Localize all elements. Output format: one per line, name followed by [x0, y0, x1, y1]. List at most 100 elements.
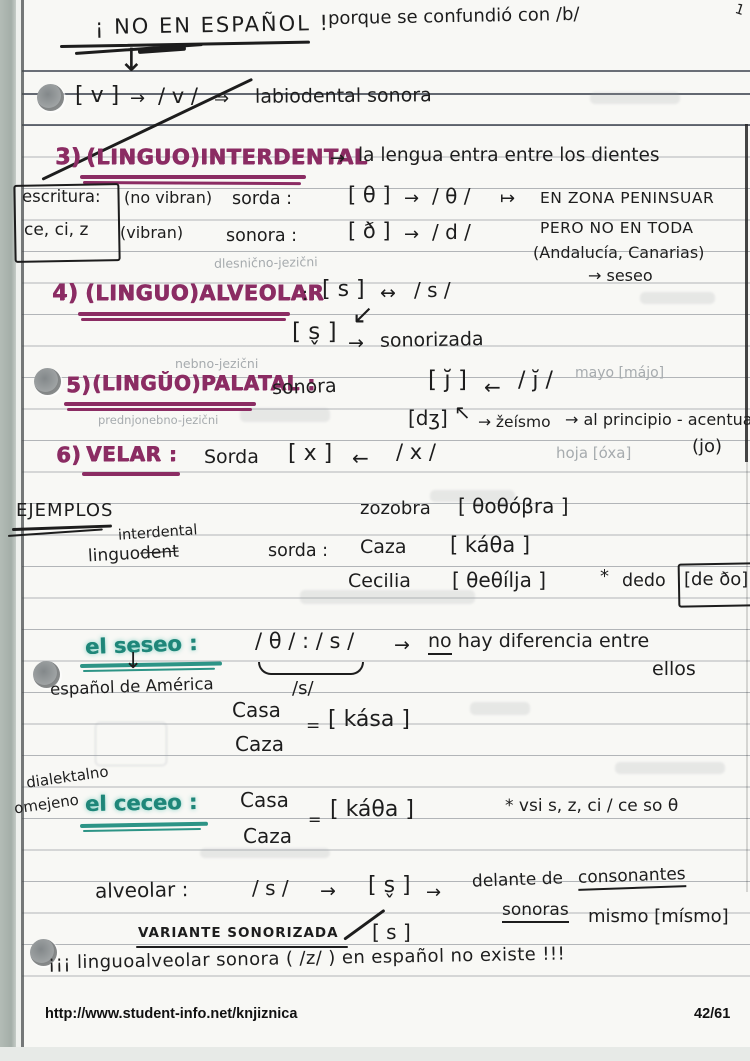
word-prefix: linguo — [87, 543, 141, 567]
dedo-word: dedo — [622, 571, 666, 591]
both-ways-arrow-icon: ↔ — [380, 282, 396, 304]
page-number: 42/61 — [694, 1006, 731, 1022]
s-allophone-plain: [ s ] — [372, 920, 411, 944]
section6-underline — [82, 472, 180, 476]
pencil-example: mayo [májo] — [575, 365, 665, 381]
example-ipa: [ káθa ] — [450, 533, 531, 557]
v-allophone: [ v ] — [75, 83, 120, 108]
caza-word: Caza — [243, 824, 292, 848]
sonorizada-label: sonorizada — [379, 328, 484, 352]
section4-underline2 — [81, 318, 286, 321]
ink-bleed-mark — [470, 702, 530, 715]
row2-condition: (vibran) — [120, 223, 184, 242]
pencil-annotation: prednjonebno-jezični — [98, 413, 219, 427]
s-allophone: [ s ] — [322, 277, 365, 302]
row2-allophone: [ ð ] — [348, 219, 391, 243]
row2-kind: sonora : — [226, 226, 297, 246]
ceceo-title: el ceceo : — [84, 790, 198, 816]
word-struck-part: dent — [139, 541, 180, 564]
pencil-annotation: dlesnično-jezični — [213, 254, 318, 271]
voiced-s-allophone: [ s̬ ] — [292, 319, 337, 345]
no-emphasis: no — [428, 630, 452, 655]
scan-right-edge-soft — [746, 462, 748, 892]
arrow-icon: → — [130, 88, 146, 109]
seseo-formula: / θ / : / s / — [255, 629, 355, 653]
section5-number: 5) — [66, 373, 92, 397]
example-word: zozobra — [360, 498, 431, 519]
ceceo-note: * vsi s, z, ci / ce so θ — [505, 796, 679, 816]
ruled-line-dark — [22, 70, 750, 72]
scan-bottom-edge — [0, 1047, 750, 1061]
v-phoneme: / v / — [158, 84, 198, 108]
section3-title: (LINGUO)INTERDENTAL — [86, 145, 368, 169]
punch-hole — [37, 84, 64, 111]
scan-left-gap — [16, 0, 21, 1061]
section3-number: 3) — [55, 145, 82, 170]
section6-number: 6) — [56, 443, 82, 467]
brace-phoneme: /s/ — [292, 678, 314, 699]
footer-url: http://www.student-info.net/knjiznica — [45, 1006, 298, 1022]
voiced-s-allophone: [ s̬ ] — [368, 873, 411, 898]
example-ipa: [ θoθóβra ] — [458, 494, 569, 518]
escritura-items: ce, ci, z — [24, 220, 89, 240]
left-arrow-icon: ← — [484, 375, 501, 399]
dz-allophone: [dʒ] — [408, 406, 448, 430]
variante-label: VARIANTE SONORIZADA — [138, 925, 339, 941]
section5-title: (LINGŬO)PALATAL : — [92, 371, 316, 395]
equals-sign: = — [308, 810, 322, 829]
delante-note: delante de — [471, 868, 564, 892]
escritura-label: escritura: — [22, 187, 101, 206]
sonoras-note: sonoras — [502, 901, 569, 923]
arrow-icon: → — [394, 634, 410, 656]
section5-underline — [64, 402, 256, 406]
ink-bleed-mark — [590, 92, 680, 104]
kasa-ipa: [ kása ] — [328, 707, 410, 732]
punch-hole — [30, 939, 57, 966]
s-phoneme: / s / — [414, 278, 451, 302]
colon: : — [302, 284, 309, 305]
casa-word: Casa — [232, 698, 281, 722]
section4-number: 4) — [52, 281, 79, 306]
equals-sign: = — [306, 716, 321, 736]
mapsto-arrow-icon: ↦ — [500, 188, 516, 209]
scan-right-edge — [745, 124, 748, 462]
underbrace — [258, 662, 364, 675]
down-arrow-icon: ↓ — [118, 41, 145, 79]
ruled-line-dark — [22, 93, 750, 95]
zheismo-note: → žeísmo — [478, 413, 551, 431]
katha-ipa: [ káθa ] — [330, 797, 414, 822]
section3-underline — [80, 175, 306, 179]
ink-bleed-mark — [300, 590, 475, 604]
variante-underline — [136, 946, 348, 948]
punch-hole — [34, 368, 61, 395]
result-ellos: ellos — [652, 658, 696, 680]
ejemplos-title: EJEMPLOS — [16, 500, 114, 521]
example-word: Cecilia — [348, 570, 411, 592]
ink-bleed-mark — [430, 490, 515, 502]
result-rest: hay diferencia entre — [457, 630, 650, 652]
headline-reason: porque se confundió con /b/ — [327, 3, 580, 30]
seseo-result: no hay diferencia entre — [428, 630, 650, 655]
j-allophone: [ j̆ ] — [428, 367, 467, 393]
ink-bleed-mark — [200, 848, 330, 858]
arrow-icon: → — [426, 882, 442, 903]
x-allophone: [ x ] — [288, 441, 333, 466]
row1-allophone: [ θ ] — [348, 183, 391, 207]
punch-hole — [33, 661, 60, 688]
example-ipa: [ θeθílja ] — [452, 568, 547, 592]
row1-note: EN ZONA PENINSUAR — [540, 189, 715, 207]
row2-phoneme: / d / — [432, 220, 471, 244]
section5-kind: sonora — [271, 374, 337, 400]
scan-left-edge — [0, 0, 16, 1061]
ink-bleed-bracket — [95, 722, 167, 766]
row1-kind: sorda : — [232, 189, 293, 209]
arrow-icon: → — [404, 188, 420, 209]
section5-underline2 — [67, 408, 252, 411]
row1-condition: (no vibran) — [124, 188, 213, 207]
consonantes-note: consonantes — [578, 864, 687, 891]
section4-underline — [78, 312, 290, 316]
down-arrow-icon: ↓ — [124, 649, 143, 674]
section4-title: (LINGUO)ALVEOLAR — [85, 281, 325, 305]
mismo-example: mismo [mísmo] — [588, 906, 729, 927]
